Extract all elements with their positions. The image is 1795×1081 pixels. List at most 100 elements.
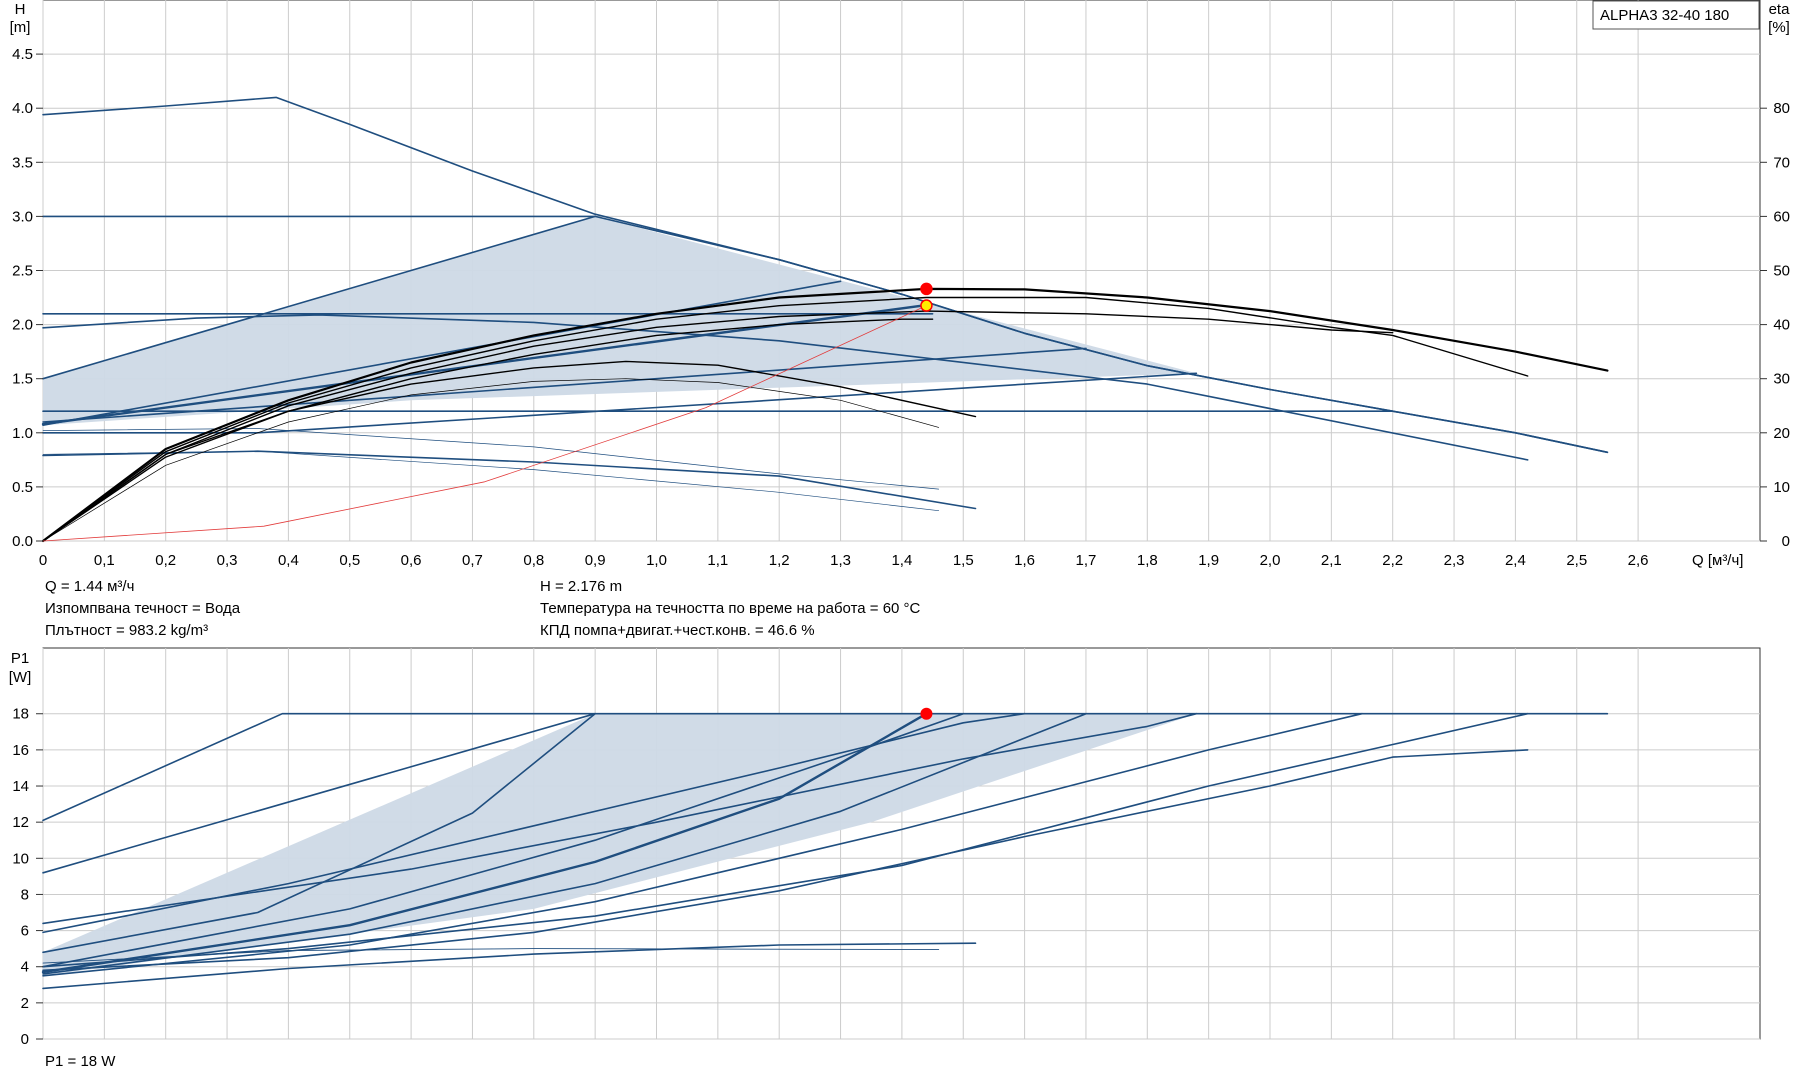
duty-info: Q = 1.44 м³/ч Изпомпвана течност = Вода … xyxy=(45,578,921,639)
pump_thin-curve xyxy=(42,450,940,512)
pump-power-curve xyxy=(42,712,596,954)
pump-power-curve xyxy=(42,749,1529,972)
y-tick-label: 4.5 xyxy=(12,46,33,63)
x-axis-label: Q [м³/ч] xyxy=(1692,552,1743,569)
y-axis-label-p1: P1 xyxy=(11,650,29,667)
y-tick-label: 0.5 xyxy=(12,479,33,496)
x-tick-label: 2,1 xyxy=(1321,552,1342,569)
y-tick-label: 1.0 xyxy=(12,425,33,442)
info-flow: Q = 1.44 м³/ч xyxy=(45,578,134,595)
head-y-ticks: 0.0 0.5 1.0 1.5 2.0 2.5 3.0 3.5 4.0 4.5 xyxy=(12,46,43,550)
x-tick-label: 0,3 xyxy=(217,552,238,569)
y2-tick-label: 80 xyxy=(1773,100,1790,117)
model-label: ALPHA3 32-40 180 xyxy=(1600,7,1729,24)
pump-curve xyxy=(42,215,596,380)
x-tick-label: 2,2 xyxy=(1382,552,1403,569)
y-tick-label: 2.0 xyxy=(12,317,33,334)
info-power: P1 = 18 W xyxy=(45,1053,116,1070)
y-tick-label: 2.5 xyxy=(12,263,33,280)
y-axis-unit-h: [m] xyxy=(10,19,31,36)
y-axis-label-h: H xyxy=(15,1,26,18)
y2-axis-unit-eta: [%] xyxy=(1768,19,1790,36)
power-y-tick-label: 16 xyxy=(12,742,29,759)
x-tick-label: 1,5 xyxy=(953,552,974,569)
pump-power-curve xyxy=(42,712,596,874)
x-tick-label: 1,1 xyxy=(707,552,728,569)
x-tick-label: 0,8 xyxy=(523,552,544,569)
head-series xyxy=(41,96,1609,543)
power-y-tick-label: 12 xyxy=(12,814,29,831)
power-y-tick-label: 6 xyxy=(21,923,29,940)
head-duty-points xyxy=(920,282,933,312)
power-y-tick-label: 10 xyxy=(12,850,29,867)
power-y-tick-label: 18 xyxy=(12,706,29,723)
pump-power-curve xyxy=(42,712,1529,968)
head-panel: 0 0,1 0,2 0,3 0,4 0,5 0,6 0,7 0,8 0,9 1,0 1,1 1,2 1,3… xyxy=(10,0,1791,569)
x-tick-label: 2,3 xyxy=(1444,552,1465,569)
eta-curve xyxy=(42,360,977,542)
power-series xyxy=(41,712,1609,990)
x-tick-label: 1,6 xyxy=(1014,552,1035,569)
pump-curve xyxy=(42,450,977,510)
eta_thin-curve xyxy=(42,378,940,542)
power-operating-range xyxy=(43,713,1197,976)
pump-curve xyxy=(42,347,1087,423)
y-axis-unit-p1: [W] xyxy=(9,669,32,686)
eta-curve xyxy=(42,296,1529,542)
power-panel: 0 2 4 6 8 10 12 14 16 18 P1 [W] xyxy=(9,647,1761,1048)
x-tick-label: 0,7 xyxy=(462,552,483,569)
pump-power-curve xyxy=(42,712,1026,934)
y-tick-label: 1.5 xyxy=(12,371,33,388)
power-duty-point xyxy=(920,707,933,720)
pump_thin-curve xyxy=(42,428,940,490)
y2-tick-label: 0 xyxy=(1782,533,1790,550)
info-temperature: Температура на течността по време на раб… xyxy=(540,600,921,617)
y2-axis-label-eta: eta xyxy=(1769,1,1791,18)
x-tick-label: 0 xyxy=(39,552,47,569)
pump-curve xyxy=(42,215,1609,454)
eta-curve xyxy=(41,287,1609,543)
x-tick-label: 0,9 xyxy=(585,552,606,569)
system-curve xyxy=(42,305,927,542)
y2-tick-label: 60 xyxy=(1773,208,1790,225)
pump-power-curve xyxy=(42,942,977,990)
x-tick-label: 2,4 xyxy=(1505,552,1526,569)
x-tick-label: 1,3 xyxy=(830,552,851,569)
x-tick-label: 2,5 xyxy=(1566,552,1587,569)
x-tick-label: 2,6 xyxy=(1628,552,1649,569)
info-head: H = 2.176 m xyxy=(540,578,622,595)
y2-tick-label: 50 xyxy=(1773,263,1790,280)
pump-power-curve xyxy=(41,712,928,974)
x-tick-label: 1,7 xyxy=(1076,552,1097,569)
y-tick-label: 3.5 xyxy=(12,154,33,171)
y2-tick-label: 40 xyxy=(1773,317,1790,334)
head-x-ticks: 0 0,1 0,2 0,3 0,4 0,5 0,6 0,7 0,8 0,9 1,0 1,1 1,2 1,3… xyxy=(39,552,1649,569)
power-y-tick-label: 4 xyxy=(21,959,29,976)
y-tick-label: 0.0 xyxy=(12,533,33,550)
pump-power-curve xyxy=(42,712,1087,975)
duty-point-red xyxy=(920,282,933,296)
x-tick-label: 0,1 xyxy=(94,552,115,569)
y-tick-label: 3.0 xyxy=(12,208,33,225)
info-density: Плътност = 983.2 kg/m³ xyxy=(45,622,208,639)
pump-curve xyxy=(42,280,842,426)
x-tick-label: 0,2 xyxy=(155,552,176,569)
x-tick-label: 1,0 xyxy=(646,552,667,569)
x-tick-label: 1,2 xyxy=(769,552,790,569)
power-y-tick-label: 14 xyxy=(12,778,29,795)
pump-power-curve xyxy=(42,712,1198,925)
info-efficiency: КПД помпа+двигат.+чест.конв. = 46.6 % xyxy=(540,622,815,639)
y2-tick-label: 30 xyxy=(1773,371,1790,388)
power-y-ticks: 0 2 4 6 8 10 12 14 16 18 xyxy=(12,706,43,1048)
y-tick-label: 4.0 xyxy=(12,100,33,117)
eta-y-ticks: 0 10 20 30 40 50 60 70 80 xyxy=(1760,100,1790,550)
y2-tick-label: 10 xyxy=(1773,479,1790,496)
x-tick-label: 2,0 xyxy=(1260,552,1281,569)
y2-tick-label: 20 xyxy=(1773,425,1790,442)
pump-power-curve xyxy=(42,712,965,968)
x-tick-label: 0,6 xyxy=(401,552,422,569)
x-tick-label: 1,8 xyxy=(1137,552,1158,569)
power-duty-points xyxy=(920,707,933,720)
x-tick-label: 1,4 xyxy=(891,552,912,569)
